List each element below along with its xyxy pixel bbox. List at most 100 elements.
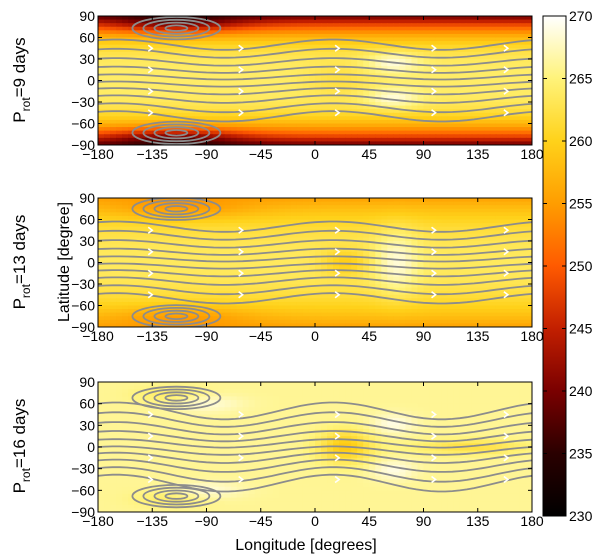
heatmap-cell — [218, 241, 226, 246]
heatmap-cell — [110, 66, 117, 71]
heatmap-cell — [116, 201, 123, 206]
heatmap-cell — [248, 66, 256, 71]
heatmap-cell — [459, 102, 467, 107]
heatmap-cell — [393, 141, 400, 145]
heatmap-cell — [351, 51, 358, 57]
heatmap-cell — [188, 130, 196, 135]
heatmap-cell — [387, 116, 394, 121]
heatmap-cell — [483, 30, 491, 35]
heatmap-cell — [266, 205, 274, 210]
heatmap-cell — [363, 309, 370, 314]
heatmap-cell — [501, 62, 509, 67]
heatmap-cell — [302, 137, 310, 143]
heatmap-cell — [134, 16, 141, 21]
heatmap-cell — [375, 244, 382, 249]
heatmap-cell — [218, 305, 226, 310]
heatmap-cell — [278, 301, 286, 307]
heatmap-cell — [387, 87, 394, 92]
heatmap-cell — [98, 141, 105, 145]
heatmap-cell — [128, 276, 135, 282]
heatmap-cell — [284, 130, 292, 135]
heatmap-cell — [206, 212, 214, 217]
heatmap-cell — [164, 223, 171, 228]
heatmap-cell — [315, 233, 322, 239]
heatmap-cell — [519, 116, 527, 121]
heatmap-cell — [104, 233, 111, 239]
heatmap-cell — [194, 94, 202, 100]
heatmap-cell — [278, 280, 286, 285]
heatmap-cell — [477, 62, 485, 67]
heatmap-cell — [206, 230, 214, 235]
heatmap-cell — [327, 94, 334, 100]
heatmap-cell — [459, 44, 467, 49]
heatmap-cell — [170, 87, 177, 92]
heatmap-cell — [465, 87, 473, 92]
heatmap-cell — [128, 237, 135, 242]
heatmap-cell — [248, 198, 256, 203]
heatmap-cell — [381, 294, 388, 299]
heatmap-cell — [441, 305, 449, 310]
heatmap-cell — [266, 287, 274, 292]
heatmap-cell — [134, 116, 141, 121]
heatmap-cell — [116, 255, 123, 260]
heatmap-cell — [465, 223, 473, 228]
heatmap-cell — [260, 205, 268, 210]
heatmap-cell — [296, 244, 304, 249]
heatmap-cell — [122, 198, 129, 203]
heatmap-cell — [158, 205, 165, 210]
heatmap-cell — [405, 241, 413, 246]
heatmap-cell — [260, 305, 268, 310]
heatmap-cell — [116, 262, 123, 267]
heatmap-cell — [278, 116, 286, 121]
heatmap-cell — [146, 244, 153, 249]
heatmap-cell — [110, 251, 117, 256]
heatmap-cell — [351, 198, 358, 203]
heatmap-cell — [351, 258, 358, 264]
heatmap-cell — [513, 112, 521, 117]
heatmap-cell — [525, 301, 532, 307]
heatmap-cell — [296, 19, 304, 24]
x-tick-label: −45 — [249, 146, 273, 162]
heatmap-cell — [375, 37, 382, 42]
heatmap-cell — [435, 201, 443, 206]
heatmap-cell — [495, 226, 503, 231]
heatmap-cell — [399, 284, 407, 289]
heatmap-cell — [260, 62, 268, 67]
heatmap-cell — [399, 119, 407, 125]
heatmap-cell — [345, 26, 352, 31]
heatmap-cell — [447, 44, 455, 49]
heatmap-cell — [278, 219, 286, 224]
heatmap-cell — [302, 251, 310, 256]
heatmap-cell — [284, 16, 292, 21]
heatmap-cell — [393, 201, 400, 206]
heatmap-cell — [224, 16, 232, 21]
heatmap-cell — [302, 273, 310, 278]
heatmap-cell — [272, 219, 280, 224]
heatmap-cell — [110, 233, 117, 239]
heatmap-cell — [399, 51, 407, 57]
heatmap-cell — [194, 119, 202, 125]
heatmap-cell — [134, 273, 141, 278]
heatmap-cell — [351, 237, 358, 242]
heatmap-cell — [224, 98, 232, 103]
heatmap-cell — [441, 30, 449, 35]
heatmap-cell — [453, 51, 461, 57]
heatmap-cell — [495, 244, 503, 249]
heatmap-cell — [351, 130, 358, 135]
heatmap-cell — [302, 23, 310, 28]
heatmap-cell — [206, 16, 214, 21]
heatmap-cell — [441, 205, 449, 210]
heatmap-cell — [405, 215, 413, 221]
heatmap-cell — [170, 291, 177, 296]
heatmap-cell — [423, 212, 431, 217]
heatmap-cell — [116, 51, 123, 57]
heatmap-cell — [284, 305, 292, 310]
heatmap-cell — [321, 123, 328, 128]
heatmap-cell — [104, 301, 111, 307]
heatmap-cell — [429, 276, 437, 282]
heatmap-cell — [477, 291, 485, 296]
heatmap-cell — [230, 205, 238, 210]
heatmap-cell — [116, 41, 123, 46]
heatmap-cell — [387, 37, 394, 42]
heatmap-cell — [477, 23, 485, 28]
